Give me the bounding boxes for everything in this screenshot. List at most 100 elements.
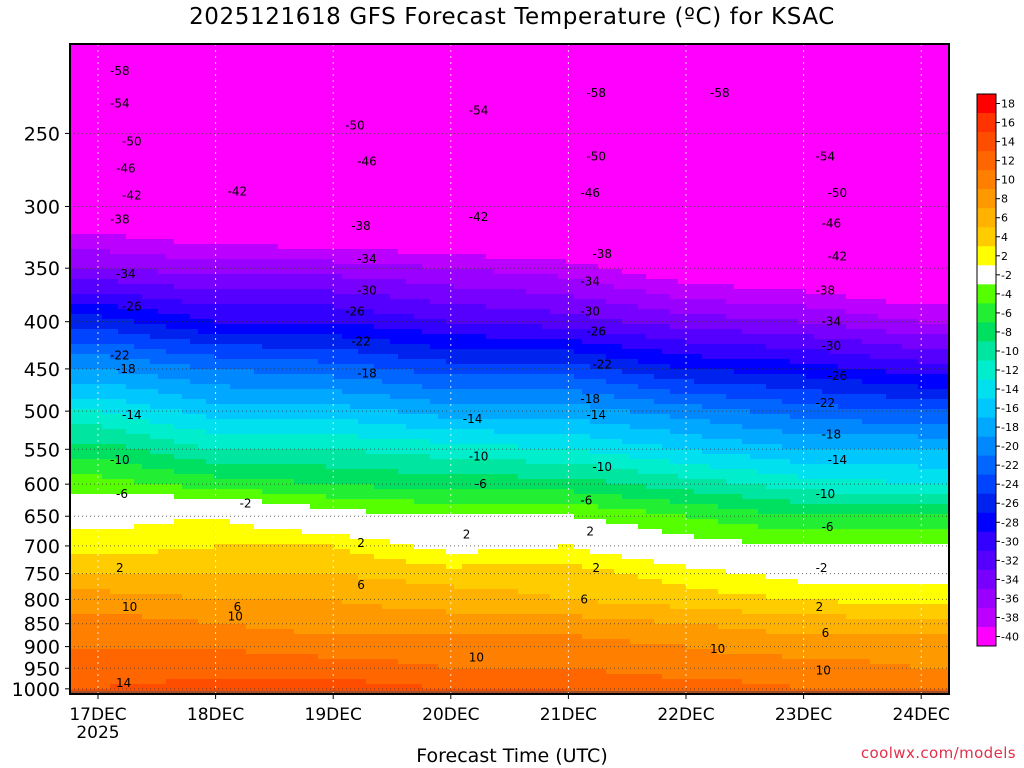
field-cell bbox=[622, 574, 631, 605]
field-cell bbox=[894, 374, 903, 385]
field-cell bbox=[702, 369, 711, 385]
field-cell bbox=[510, 419, 519, 435]
field-cell bbox=[414, 254, 423, 265]
field-cell bbox=[262, 244, 271, 260]
field-cell bbox=[190, 429, 199, 445]
field-cell bbox=[214, 359, 223, 370]
field-cell bbox=[550, 349, 559, 365]
field-cell bbox=[526, 374, 535, 390]
field-cell bbox=[174, 299, 183, 315]
field-cell bbox=[502, 289, 511, 310]
field-cell bbox=[310, 259, 319, 275]
field-cell bbox=[686, 534, 695, 570]
field-cell bbox=[646, 414, 655, 430]
field-cell bbox=[438, 349, 447, 360]
field-cell bbox=[70, 614, 79, 650]
field-cell bbox=[510, 489, 519, 505]
field-cell bbox=[366, 364, 375, 380]
field-cell bbox=[582, 619, 591, 640]
contour-label: -10 bbox=[110, 453, 130, 467]
field-cell bbox=[606, 344, 615, 360]
field-cell bbox=[486, 504, 495, 515]
field-cell bbox=[342, 469, 351, 485]
field-cell bbox=[102, 354, 111, 370]
field-cell bbox=[846, 514, 855, 530]
field-cell bbox=[806, 379, 815, 390]
field-cell bbox=[582, 549, 591, 570]
field-cell bbox=[806, 584, 815, 600]
colorbar-swatch bbox=[977, 170, 996, 190]
field-cell bbox=[110, 329, 119, 345]
field-cell bbox=[366, 499, 375, 515]
field-cell bbox=[662, 364, 671, 380]
contour-label: -38 bbox=[110, 213, 130, 227]
field-cell bbox=[566, 264, 575, 280]
field-cell bbox=[654, 279, 663, 295]
field-cell bbox=[902, 464, 911, 485]
field-cell bbox=[758, 414, 767, 430]
field-cell bbox=[582, 354, 591, 365]
field-cell bbox=[198, 474, 207, 490]
field-cell bbox=[766, 499, 775, 515]
field-cell bbox=[806, 419, 815, 435]
field-cell bbox=[646, 529, 655, 560]
contour-label: -34 bbox=[357, 252, 377, 266]
field-cell bbox=[190, 274, 199, 290]
credit-link[interactable]: coolwx.com/models bbox=[860, 744, 1016, 762]
field-cell bbox=[470, 459, 479, 475]
field-cell bbox=[630, 444, 639, 460]
field-cell bbox=[622, 399, 631, 410]
field-cell bbox=[342, 499, 351, 510]
field-cell bbox=[582, 449, 591, 465]
field-cell bbox=[206, 499, 215, 520]
field-cell bbox=[750, 44, 759, 290]
field-cell bbox=[534, 309, 543, 325]
field-cell bbox=[446, 324, 455, 335]
field-cell bbox=[910, 504, 919, 515]
contour-label: -10 bbox=[816, 487, 836, 501]
field-cell bbox=[790, 389, 799, 405]
field-cell bbox=[78, 269, 87, 280]
field-cell bbox=[406, 344, 415, 360]
field-cell bbox=[358, 44, 367, 250]
x-tick-label: 18DEC bbox=[187, 705, 244, 725]
field-cell bbox=[206, 474, 215, 490]
field-cell bbox=[518, 389, 527, 405]
field-cell bbox=[614, 304, 623, 320]
field-cell bbox=[782, 599, 791, 615]
field-cell bbox=[318, 434, 327, 450]
field-cell bbox=[494, 549, 503, 565]
field-cell bbox=[630, 374, 639, 385]
field-cell bbox=[646, 619, 655, 645]
field-cell bbox=[670, 354, 679, 370]
field-cell bbox=[590, 369, 599, 380]
field-cell bbox=[350, 409, 359, 420]
field-cell bbox=[742, 524, 751, 545]
field-cell bbox=[838, 434, 847, 450]
field-cell bbox=[214, 574, 223, 600]
field-cell bbox=[286, 479, 295, 495]
field-cell bbox=[126, 464, 135, 480]
field-cell bbox=[614, 524, 623, 555]
field-cell bbox=[614, 509, 623, 525]
field-cell bbox=[118, 319, 127, 335]
field-cell bbox=[102, 234, 111, 250]
field-cell bbox=[438, 444, 447, 460]
field-cell bbox=[798, 334, 807, 350]
field-cell bbox=[126, 614, 135, 650]
field-cell bbox=[430, 634, 439, 665]
field-cell bbox=[350, 379, 359, 395]
field-cell bbox=[942, 399, 949, 410]
colorbar-tick-label: -28 bbox=[1001, 516, 1019, 529]
field-cell bbox=[910, 434, 919, 450]
field-cell bbox=[134, 349, 143, 360]
field-cell bbox=[214, 449, 223, 465]
field-cell bbox=[166, 649, 175, 680]
field-cell bbox=[574, 389, 583, 405]
field-cell bbox=[70, 354, 79, 370]
field-cell bbox=[862, 394, 871, 410]
colorbar-tick-label: -18 bbox=[1001, 421, 1019, 434]
field-cell bbox=[942, 424, 949, 440]
field-cell bbox=[446, 459, 455, 475]
field-cell bbox=[470, 514, 479, 555]
